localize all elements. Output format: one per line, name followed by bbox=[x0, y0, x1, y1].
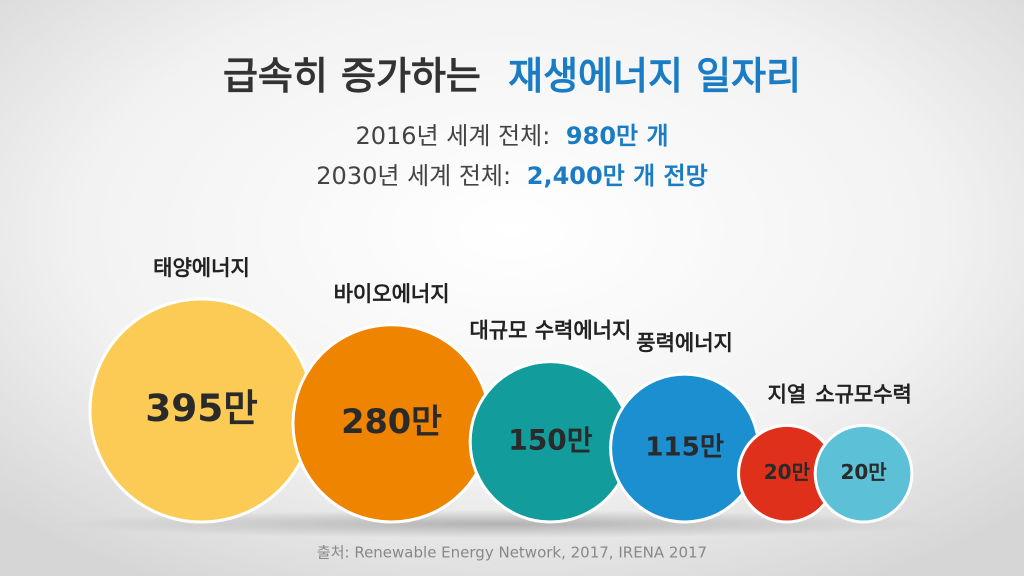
category-label: 지열 bbox=[768, 382, 807, 406]
title: 급속히 증가하는 재생에너지 일자리 bbox=[223, 54, 801, 98]
title-highlight: 재생에너지 일자리 bbox=[508, 54, 801, 98]
subtitle-highlight: 980만 개 bbox=[566, 122, 669, 150]
source: 출처: Renewable Energy Network, 2017, IREN… bbox=[317, 544, 707, 562]
value-label: 150만 bbox=[508, 424, 593, 457]
category-label: 대규모 수력에너지 bbox=[469, 319, 631, 343]
category-label: 바이오에너지 bbox=[334, 282, 450, 306]
bubbles: 395만 태양에너지 280만 바이오에너지 150만 대규모 수력에너지 115만 풍력에너… bbox=[88, 256, 914, 524]
subtitle: 2030년 세계 전체: 2,400만 개 전망 bbox=[316, 162, 707, 190]
category-label: 풍력에너지 bbox=[636, 331, 733, 355]
subtitle-highlight: 2,400만 개 전망 bbox=[527, 162, 708, 190]
bubble bbox=[813, 423, 914, 524]
value-label: 20만 bbox=[764, 460, 811, 484]
subtitle-text: 2030년 세계 전체: bbox=[316, 162, 511, 190]
subtitle: 2016년 세계 전체: 980만 개 bbox=[355, 122, 668, 150]
value-label: 280만 bbox=[341, 402, 442, 441]
title-main: 급속히 증가하는 bbox=[223, 54, 481, 98]
category-label: 태양에너지 bbox=[153, 256, 250, 280]
value-label: 115만 bbox=[645, 433, 724, 463]
value-label: 395만 bbox=[145, 386, 258, 430]
category-label: 소규모수력 bbox=[815, 382, 912, 406]
value-label: 20만 bbox=[840, 460, 887, 484]
shadow bbox=[60, 510, 940, 538]
subtitle-text: 2016년 세계 전체: bbox=[355, 122, 550, 150]
